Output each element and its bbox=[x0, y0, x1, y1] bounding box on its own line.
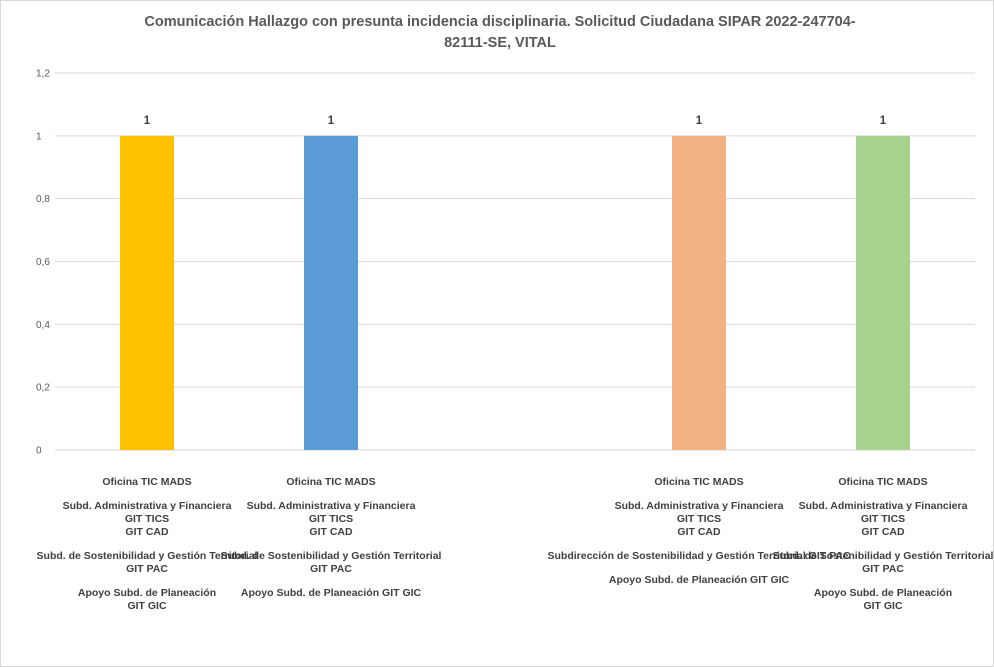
category-label-line: GIT TICS bbox=[676, 513, 722, 525]
category-label-line: GIT CAD bbox=[125, 526, 169, 538]
bar bbox=[304, 135, 358, 451]
category-label-line: Oficina TIC MADS bbox=[654, 476, 744, 488]
category-label-line: Subd. de Sostenibilidad y Gestión Territ… bbox=[220, 550, 442, 562]
category-label-line: Apoyo Subd. de Planeación GIT GIC bbox=[608, 574, 790, 586]
category-label-line: GIT CAD bbox=[309, 526, 353, 538]
bar bbox=[856, 135, 910, 451]
y-tick-label: 0,2 bbox=[36, 383, 50, 394]
data-label: 1 bbox=[696, 115, 703, 127]
category-label-line: Subd. Administrativa y Financiera bbox=[62, 500, 232, 512]
y-tick-label: 0,4 bbox=[36, 320, 50, 331]
data-label: 1 bbox=[328, 115, 335, 127]
category-label-line: Subd. Administrativa y Financiera bbox=[798, 500, 968, 512]
y-tick-label: 0,8 bbox=[36, 194, 50, 205]
category-label-line: Subdirección de Sostenibilidad y Gestión… bbox=[547, 550, 851, 562]
y-tick-label: 1 bbox=[36, 131, 42, 142]
category-label-line: GIT TICS bbox=[124, 513, 170, 525]
bar bbox=[120, 135, 174, 451]
category-label-line: GIT TICS bbox=[308, 513, 354, 525]
category-label-line: GIT CAD bbox=[677, 526, 721, 538]
category-label-line: Apoyo Subd. de Planeación bbox=[813, 587, 953, 599]
category-label-line: GIT CAD bbox=[861, 526, 905, 538]
category-label-line: GIT GIC bbox=[863, 600, 903, 612]
category-label-line: Oficina TIC MADS bbox=[838, 476, 928, 488]
category-label-line: Subd. de Sostenibilidad y Gestión Territ… bbox=[36, 550, 258, 562]
y-tick-label: 1,2 bbox=[36, 69, 50, 80]
chart-title-line-2: 82111-SE, VITAL bbox=[444, 35, 556, 51]
category-label-line: Apoyo Subd. de Planeación bbox=[77, 587, 217, 599]
category-label-line: Apoyo Subd. de Planeación GIT GIC bbox=[240, 587, 422, 599]
category-label-line: GIT TICS bbox=[860, 513, 906, 525]
category-label-line: Subd. de Sostenibilidad y Gestión Territ… bbox=[772, 550, 994, 562]
data-label: 1 bbox=[144, 115, 151, 127]
data-label: 1 bbox=[880, 115, 887, 127]
category-label-line: GIT PAC bbox=[862, 563, 904, 575]
y-tick-label: 0,6 bbox=[36, 257, 50, 268]
category-label-line: Oficina TIC MADS bbox=[286, 476, 376, 488]
chart-title: Comunicación Hallazgo con presunta incid… bbox=[80, 12, 920, 54]
y-tick-label: 0 bbox=[36, 446, 42, 457]
category-label-line: Subd. Administrativa y Financiera bbox=[614, 500, 784, 512]
category-label-line: GIT PAC bbox=[310, 563, 352, 575]
category-label-line: GIT GIC bbox=[127, 600, 167, 612]
category-label-line: Oficina TIC MADS bbox=[102, 476, 192, 488]
chart-title-line-1: Comunicación Hallazgo con presunta incid… bbox=[144, 14, 856, 30]
bar bbox=[672, 135, 726, 451]
category-label-line: Subd. Administrativa y Financiera bbox=[246, 500, 416, 512]
category-label-line: GIT PAC bbox=[126, 563, 168, 575]
